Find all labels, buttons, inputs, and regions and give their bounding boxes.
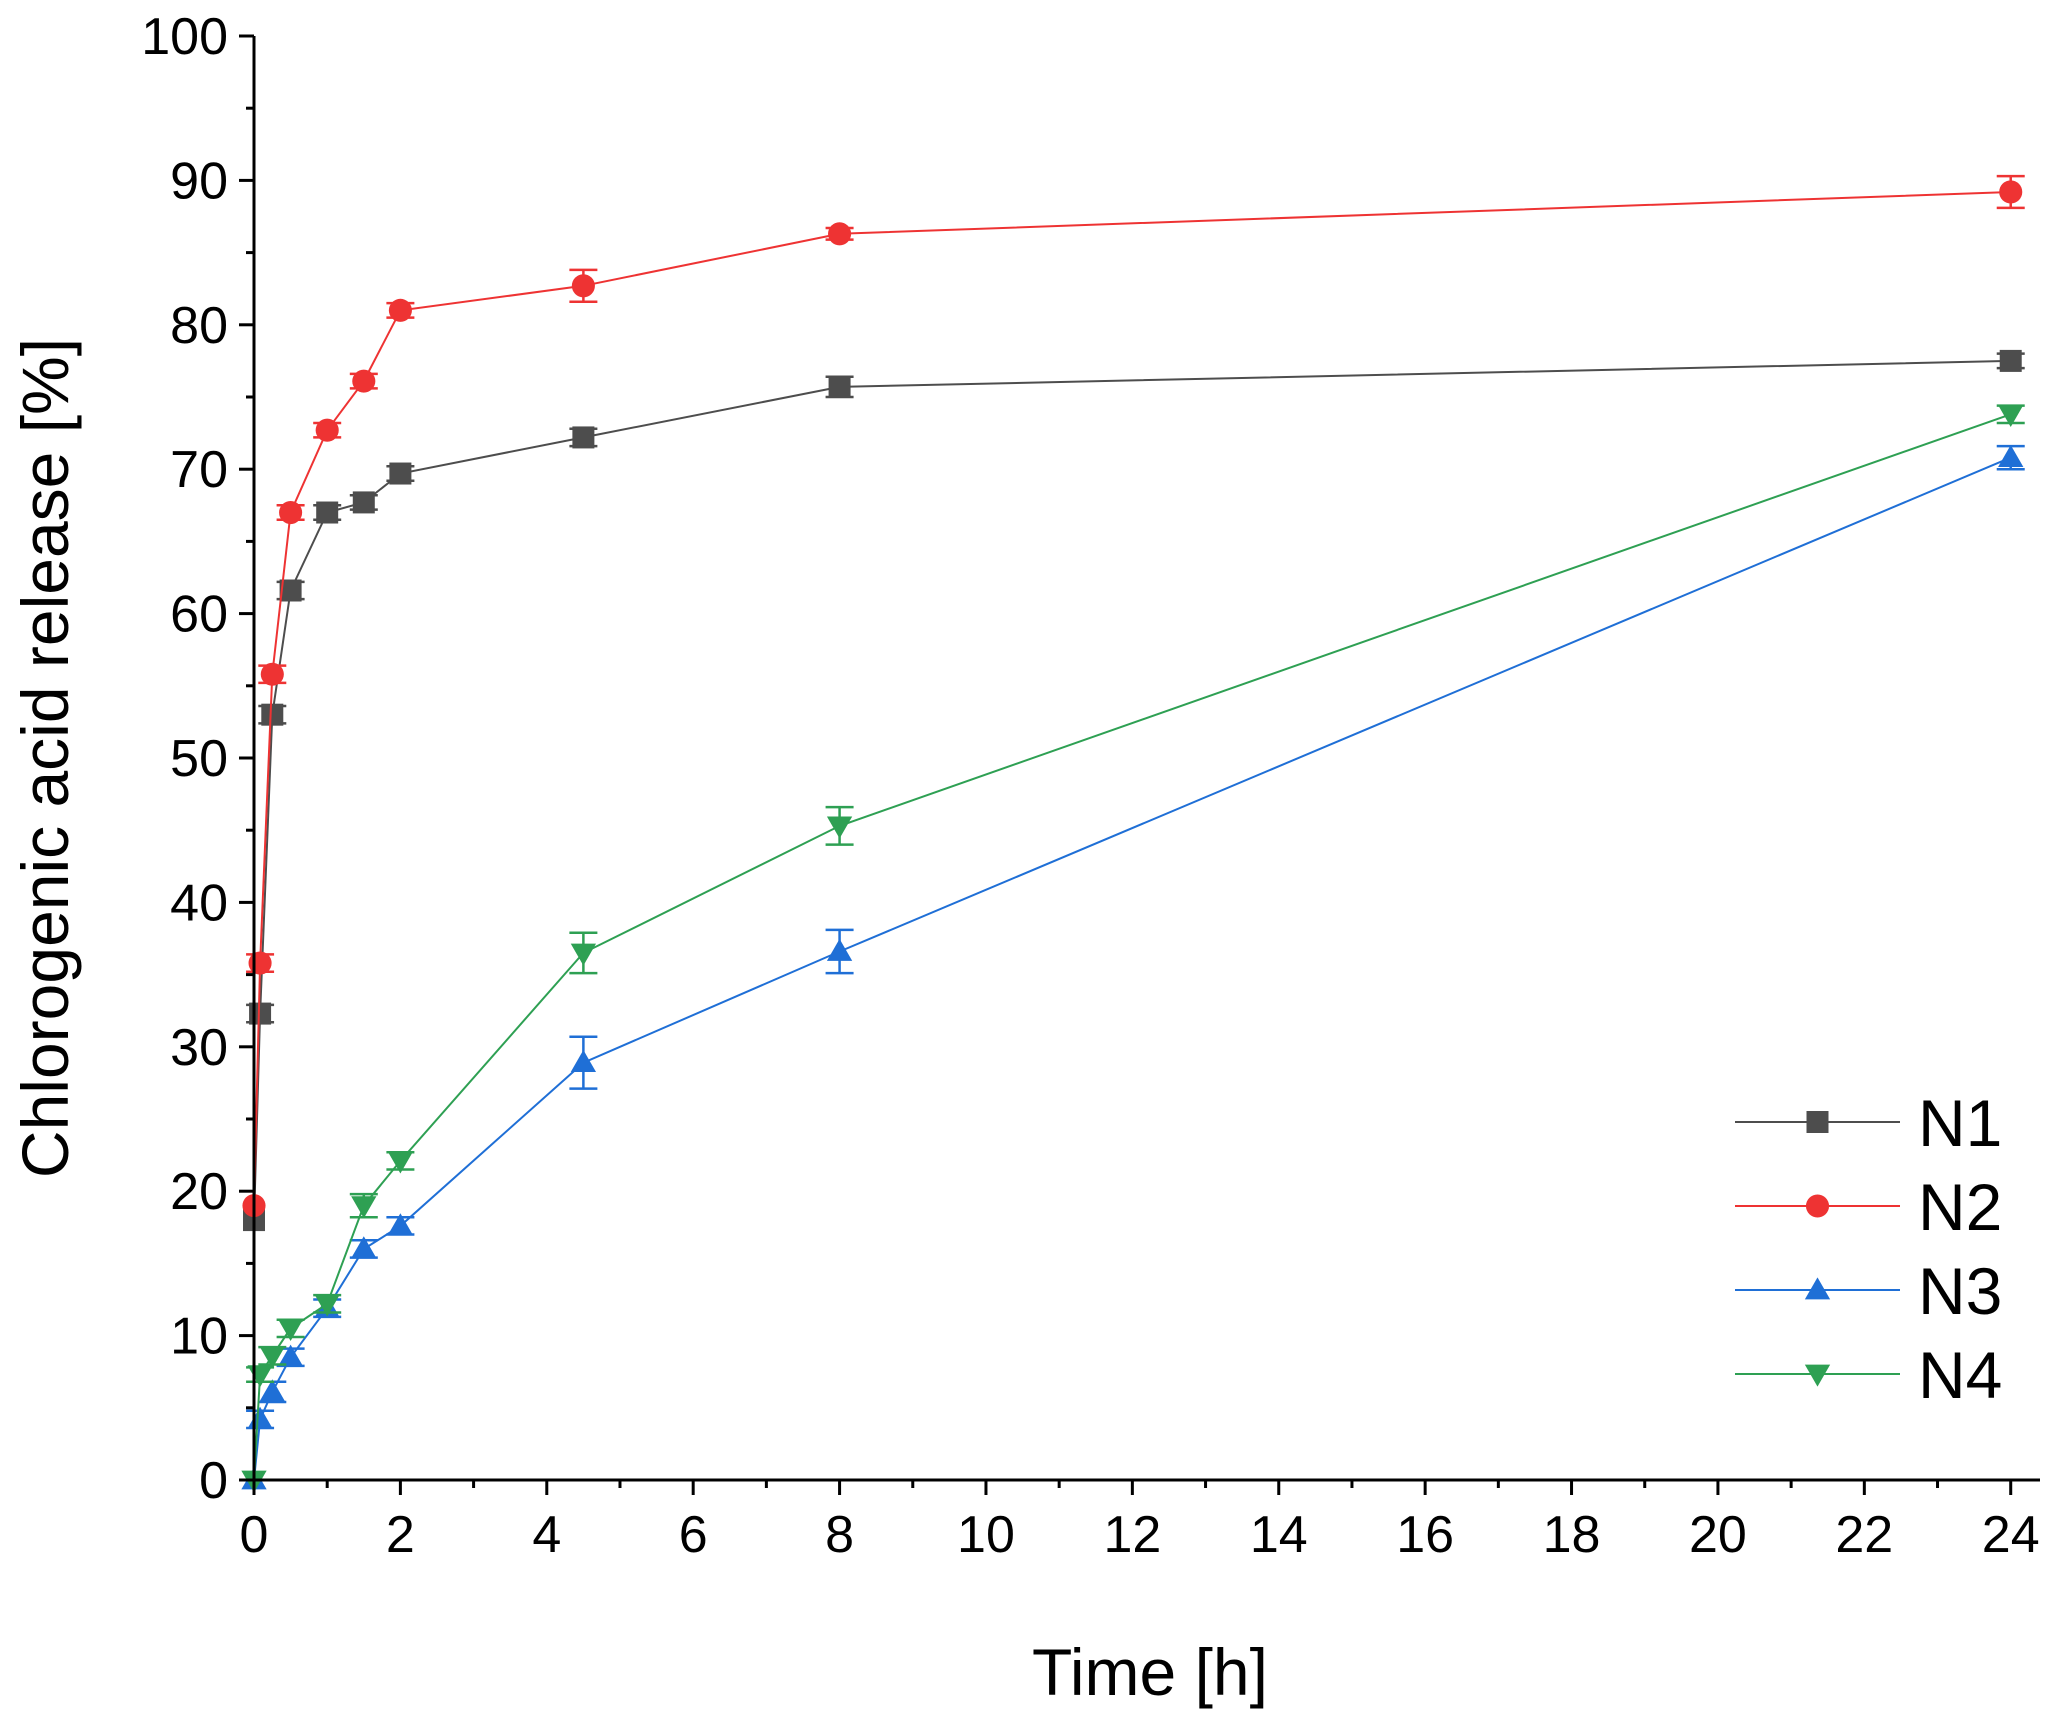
- data-point-n3: [277, 1344, 304, 1367]
- legend-label-n3: N3: [1918, 1254, 2002, 1328]
- data-point-n4: [314, 1294, 340, 1317]
- data-point-n2: [248, 951, 272, 975]
- data-point-n1: [352, 491, 375, 514]
- series-n4: [241, 404, 2025, 1493]
- series-line-n3: [253, 456, 2012, 1481]
- data-point-n3: [351, 1236, 377, 1259]
- x-tick-label: 2: [386, 1506, 415, 1564]
- legend-marker-n1: [1806, 1111, 1829, 1133]
- data-point-n4: [387, 1151, 414, 1174]
- x-tick-label: 22: [1835, 1506, 1893, 1564]
- y-tick-label: 100: [141, 8, 228, 66]
- data-point-n1: [316, 501, 339, 524]
- x-tick-label: 16: [1396, 1506, 1454, 1564]
- data-point-n1: [261, 703, 284, 726]
- data-point-n2: [571, 274, 595, 298]
- data-point-n1: [572, 426, 595, 449]
- data-point-n1: [828, 375, 851, 398]
- data-point-n4: [826, 816, 853, 839]
- legend-marker-n2: [1805, 1194, 1830, 1218]
- y-tick-label: 80: [170, 297, 228, 355]
- legend-item-n1: N1: [1735, 1086, 2002, 1160]
- series-layer: [241, 174, 2025, 1493]
- legend-item-n4: N4: [1735, 1338, 2002, 1412]
- y-tick-label: 10: [170, 1308, 228, 1366]
- y-tick-label: 70: [170, 441, 228, 499]
- data-point-n2: [1999, 180, 2023, 204]
- legend-label-n1: N1: [1918, 1086, 2002, 1160]
- x-tick-label: 18: [1543, 1506, 1601, 1564]
- y-tick-label: 40: [170, 874, 228, 932]
- data-point-n4: [351, 1196, 377, 1219]
- data-point-n2: [260, 662, 284, 686]
- data-point-n1: [249, 1002, 272, 1025]
- x-tick-label: 0: [240, 1506, 269, 1564]
- x-tick-label: 10: [957, 1506, 1015, 1564]
- y-tick-label: 60: [170, 586, 228, 644]
- data-point-n2: [388, 298, 412, 322]
- data-point-n3: [826, 938, 853, 961]
- legend-marker-n3: [1804, 1277, 1831, 1300]
- data-point-n3: [570, 1050, 597, 1073]
- x-tick-label: 4: [532, 1506, 561, 1564]
- y-tick-label: 0: [199, 1452, 228, 1510]
- series-line-n1: [253, 359, 2011, 1221]
- x-tick-label: 8: [825, 1506, 854, 1564]
- data-point-n2: [315, 418, 339, 442]
- data-point-n2: [279, 500, 303, 525]
- x-axis-title: Time [h]: [1032, 1635, 1268, 1709]
- legend-label-n4: N4: [1918, 1338, 2002, 1412]
- data-point-n3: [259, 1379, 285, 1402]
- data-point-n4: [277, 1319, 304, 1342]
- x-tick-label: 12: [1103, 1506, 1161, 1564]
- y-tick-label: 90: [170, 152, 228, 210]
- data-point-n4: [259, 1346, 285, 1369]
- x-tick-label: 14: [1250, 1506, 1308, 1564]
- legend: N1 N2 N3 N4: [1735, 1086, 2002, 1412]
- data-point-n3: [387, 1213, 414, 1236]
- legend-item-n2: N2: [1735, 1170, 2002, 1244]
- series-line-n2: [253, 191, 2011, 1206]
- data-point-n1: [389, 462, 412, 485]
- legend-marker-n4: [1804, 1364, 1831, 1387]
- data-point-n4: [1998, 404, 2024, 427]
- y-tick-label: 30: [170, 1019, 228, 1077]
- legend-item-n3: N3: [1735, 1254, 2002, 1328]
- legend-label-n2: N2: [1918, 1170, 2002, 1244]
- data-point-n1: [279, 579, 302, 602]
- y-tick-label: 20: [170, 1163, 228, 1221]
- data-point-n3: [1998, 444, 2024, 467]
- data-point-n2: [828, 222, 852, 246]
- y-axis-title: Chlorogenic acid release [%]: [8, 338, 82, 1178]
- data-point-n2: [352, 369, 376, 393]
- data-point-n4: [570, 943, 597, 966]
- x-tick-label: 20: [1689, 1506, 1747, 1564]
- data-point-n1: [1999, 349, 2022, 372]
- x-tick-label: 6: [679, 1506, 708, 1564]
- series-n2: [242, 174, 2025, 1218]
- y-tick-label: 50: [170, 730, 228, 788]
- x-tick-label: 24: [1982, 1506, 2040, 1564]
